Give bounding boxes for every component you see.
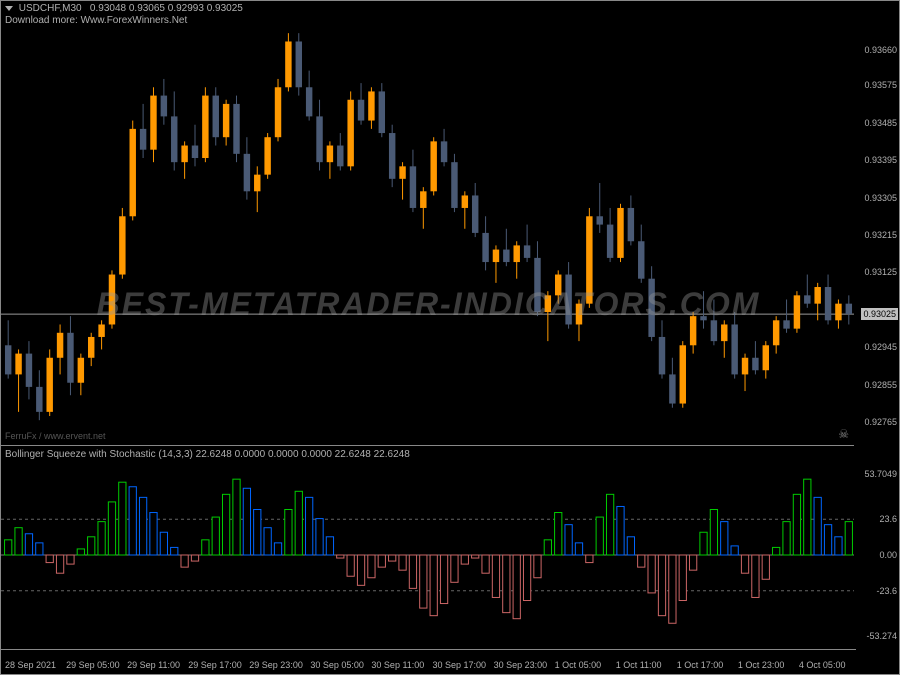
price-y-tick: 0.93395 [864, 155, 897, 165]
time-x-tick: 30 Sep 23:00 [494, 660, 548, 670]
symbol-label: USDCHF,M30 [19, 3, 82, 14]
price-y-tick: 0.92945 [864, 342, 897, 352]
ohlc-label: 0.93048 0.93065 0.92993 0.93025 [90, 3, 243, 14]
time-x-tick: 30 Sep 17:00 [433, 660, 487, 670]
indicator-y-tick: -23.6 [876, 586, 897, 596]
indicator-header: Bollinger Squeeze with Stochastic (14,3,… [5, 449, 410, 460]
time-x-axis: 28 Sep 2021 29 Sep 05:00 29 Sep 11:00 29 Se… [1, 649, 856, 674]
time-x-tick: 28 Sep 2021 [5, 660, 56, 670]
price-y-tick: 0.93215 [864, 230, 897, 240]
indicator-y-tick: 0.00 [879, 550, 897, 560]
indicator-y-tick: -53.274 [866, 631, 897, 641]
price-chart-area[interactable]: BEST-METATRADER-INDICATORS.COM FerruFx /… [1, 1, 856, 446]
time-x-tick: 1 Oct 23:00 [738, 660, 785, 670]
time-x-tick: 1 Oct 11:00 [616, 660, 662, 670]
indicator-y-axis: 53.7049 23.6 0.00 -23.6 -53.274 [854, 446, 899, 651]
current-price-box: 0.93025 [861, 308, 898, 320]
price-y-tick: 0.92855 [864, 380, 897, 390]
time-x-tick: 29 Sep 05:00 [66, 660, 120, 670]
time-x-tick: 29 Sep 17:00 [188, 660, 242, 670]
time-x-tick: 29 Sep 11:00 [127, 660, 180, 670]
time-x-tick: 4 Oct 05:00 [799, 660, 846, 670]
price-y-axis: 0.93660 0.93575 0.93485 0.93395 0.93305 0.932… [854, 1, 899, 446]
chart-header: USDCHF,M30 0.93048 0.93065 0.92993 0.930… [5, 3, 243, 14]
chart-window: BEST-METATRADER-INDICATORS.COM FerruFx /… [0, 0, 900, 675]
time-x-tick: 30 Sep 11:00 [371, 660, 424, 670]
price-y-tick: 0.93575 [864, 80, 897, 90]
chart-subheader: Download more: Www.ForexWinners.Net [5, 15, 187, 26]
indicator-y-tick: 53.7049 [864, 469, 897, 479]
time-x-tick: 1 Oct 17:00 [677, 660, 724, 670]
price-y-tick: 0.93485 [864, 118, 897, 128]
time-x-tick: 1 Oct 05:00 [555, 660, 602, 670]
price-y-tick: 0.93305 [864, 193, 897, 203]
indicator-y-tick: 23.6 [879, 514, 897, 524]
ferrufx-credit: FerruFx / www.ervent.net [5, 431, 106, 441]
time-x-tick: 29 Sep 23:00 [249, 660, 303, 670]
dropdown-icon[interactable] [5, 6, 13, 11]
price-y-tick: 0.93660 [864, 45, 897, 55]
indicator-chart-area[interactable] [1, 446, 856, 651]
price-y-tick: 0.92765 [864, 417, 897, 427]
price-y-tick: 0.93125 [864, 267, 897, 277]
time-x-tick: 30 Sep 05:00 [310, 660, 364, 670]
skull-icon: ☠ [838, 427, 849, 441]
